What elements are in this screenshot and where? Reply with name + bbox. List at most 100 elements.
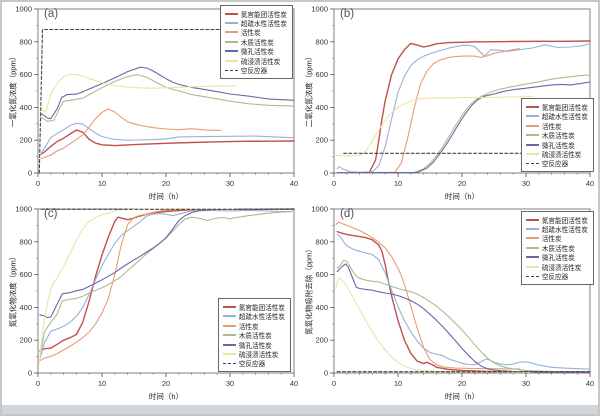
y-tick-label: 0 bbox=[324, 369, 328, 378]
y-axis-title-c: 氮氧化物浓度（ppm） bbox=[8, 252, 18, 328]
legend-item-label: 氮官能团活性炭 bbox=[240, 11, 287, 19]
y-tick-label: 200 bbox=[315, 336, 328, 345]
legend-item: 微孔活性炭 bbox=[525, 253, 588, 263]
legend-item: 超疏水性活性炭 bbox=[224, 18, 287, 29]
legend-swatch-line bbox=[224, 59, 238, 62]
legend-swatch-line bbox=[525, 275, 539, 277]
legend-item: 微孔活性炭 bbox=[224, 47, 287, 56]
x-tick-label: 40 bbox=[290, 379, 298, 388]
legend-item: 硫浸渍活性炭 bbox=[525, 262, 588, 272]
legend-item-label: 超疏水性活性炭 bbox=[240, 21, 287, 29]
legend-item-label: 空反应器 bbox=[541, 161, 569, 169]
legend-swatch-line bbox=[525, 218, 539, 221]
y-tick-label: 800 bbox=[315, 237, 328, 246]
legend-item-label: 微孔活性炭 bbox=[541, 255, 575, 263]
legend-item: 木质活性炭 bbox=[525, 243, 588, 253]
legend-swatch-line bbox=[525, 152, 539, 155]
legend-item: 空反应器 bbox=[525, 159, 588, 169]
legend-swatch-line bbox=[525, 256, 539, 259]
y-tick-label: 0 bbox=[28, 369, 32, 378]
legend-swatch-line bbox=[525, 143, 539, 146]
y-tick-label: 800 bbox=[19, 37, 32, 46]
legend-item: 活性炭 bbox=[525, 121, 588, 131]
series-line bbox=[40, 129, 295, 155]
legend-item: 空反应器 bbox=[525, 271, 588, 281]
x-tick-label: 0 bbox=[332, 379, 336, 388]
y-axis-title-d: 氮氧化物吸附去除（ppm） bbox=[304, 245, 314, 335]
x-tick-label: 20 bbox=[458, 179, 466, 188]
legend-item-label: 木质活性炭 bbox=[238, 333, 272, 341]
y-tick-label: 1000 bbox=[15, 5, 32, 14]
series-line bbox=[335, 277, 533, 373]
panel-a: 0 10 20 30 40 0 200 400 600 800 1000 (a) 一氧化氮浓度（pp… bbox=[4, 3, 300, 203]
series-line bbox=[336, 233, 591, 370]
panel-letter-b: (b) bbox=[340, 8, 355, 20]
legend-item: 超疏水性活性炭 bbox=[525, 224, 588, 235]
legend-swatch-line bbox=[224, 50, 238, 53]
legend-item-label: 氮官能团活性炭 bbox=[541, 217, 588, 225]
legend-item-label: 木质活性炭 bbox=[240, 39, 274, 47]
y-tick-label: 400 bbox=[19, 303, 32, 312]
y-tick-label: 600 bbox=[315, 270, 328, 279]
series-line bbox=[39, 208, 295, 352]
series-line bbox=[336, 48, 521, 174]
x-tick-label: 0 bbox=[36, 179, 40, 188]
legend-item: 木质活性炭 bbox=[525, 130, 588, 140]
y-tick-label: 600 bbox=[315, 70, 328, 79]
legend-swatch-line bbox=[525, 105, 539, 108]
x-tick-label: 20 bbox=[162, 379, 170, 388]
x-tick-label: 10 bbox=[394, 179, 402, 188]
legend-swatch-line bbox=[224, 12, 238, 15]
y-tick-label: 1000 bbox=[311, 205, 328, 214]
legend-item: 氮官能团活性炭 bbox=[222, 302, 285, 312]
legend-item-label: 硫浸渍活性炭 bbox=[238, 351, 279, 359]
y-tick-label: 1000 bbox=[15, 205, 32, 214]
legend-item: 氮官能团活性炭 bbox=[525, 102, 588, 112]
x-tick-label: 20 bbox=[162, 179, 170, 188]
legend-swatch-line bbox=[222, 324, 236, 327]
legend-item: 微孔活性炭 bbox=[222, 340, 285, 350]
legend-item: 木质活性炭 bbox=[222, 330, 285, 341]
legend-item-label: 超疏水性活性炭 bbox=[541, 114, 588, 122]
x-axis-title-d: 时间（h） bbox=[444, 392, 480, 401]
series-line bbox=[38, 208, 237, 364]
legend-item: 硫浸渍活性炭 bbox=[222, 349, 285, 359]
series-line bbox=[39, 210, 295, 359]
legend-item-label: 硫浸渍活性炭 bbox=[541, 151, 582, 159]
series-line bbox=[336, 40, 591, 174]
legend-swatch-line bbox=[224, 69, 238, 71]
legend-item-label: 木质活性炭 bbox=[541, 245, 575, 253]
panel-b: 0 10 20 30 40 0 200 400 600 800 1000 (b) 二氧化氮浓度（pp… bbox=[300, 3, 596, 203]
series-line bbox=[335, 221, 521, 370]
y-tick-label: 1000 bbox=[311, 5, 328, 14]
x-tick-label: 30 bbox=[522, 179, 530, 188]
legend-b: 氮官能团活性炭超疏水性活性炭 活性炭 木质活性炭微孔活性炭 硫浸渍活性炭 空反应器 bbox=[520, 98, 594, 172]
legend-item-label: 活性炭 bbox=[541, 123, 562, 131]
series-line bbox=[40, 74, 295, 122]
legend-item-label: 硫浸渍活性炭 bbox=[541, 264, 582, 272]
legend-item-label: 微孔活性炭 bbox=[541, 142, 575, 150]
x-tick-label: 10 bbox=[394, 379, 402, 388]
legend-a: 氮官能团活性炭 超疏水性活性炭 活性炭 木质活性炭 微孔活性炭 硫浸渍活性炭 空反应器 bbox=[219, 5, 293, 79]
series-line bbox=[39, 210, 295, 360]
legend-swatch-line bbox=[525, 237, 539, 240]
x-tick-label: 30 bbox=[226, 179, 234, 188]
legend-item: 空反应器 bbox=[222, 359, 285, 368]
series-line bbox=[39, 208, 225, 362]
y-tick-label: 200 bbox=[19, 336, 32, 345]
legend-swatch-line bbox=[222, 343, 236, 346]
y-tick-label: 200 bbox=[19, 136, 32, 145]
legend-item-label: 活性炭 bbox=[240, 30, 261, 38]
legend-swatch-line bbox=[525, 265, 539, 268]
legend-swatch-line bbox=[222, 362, 236, 364]
legend-swatch-line bbox=[222, 315, 236, 318]
panel-letter-c: (c) bbox=[44, 208, 58, 220]
series-line bbox=[38, 28, 295, 174]
legend-swatch-line bbox=[222, 305, 236, 308]
legend-item-label: 超疏水性活性炭 bbox=[541, 227, 588, 235]
legend-c: 氮官能团活性炭 超疏水性活性炭 活性炭 木质活性炭 微孔活性炭 硫浸渍活性炭 空反应器 bbox=[217, 298, 291, 372]
legend-item: 硫浸渍活性炭 bbox=[224, 56, 287, 66]
